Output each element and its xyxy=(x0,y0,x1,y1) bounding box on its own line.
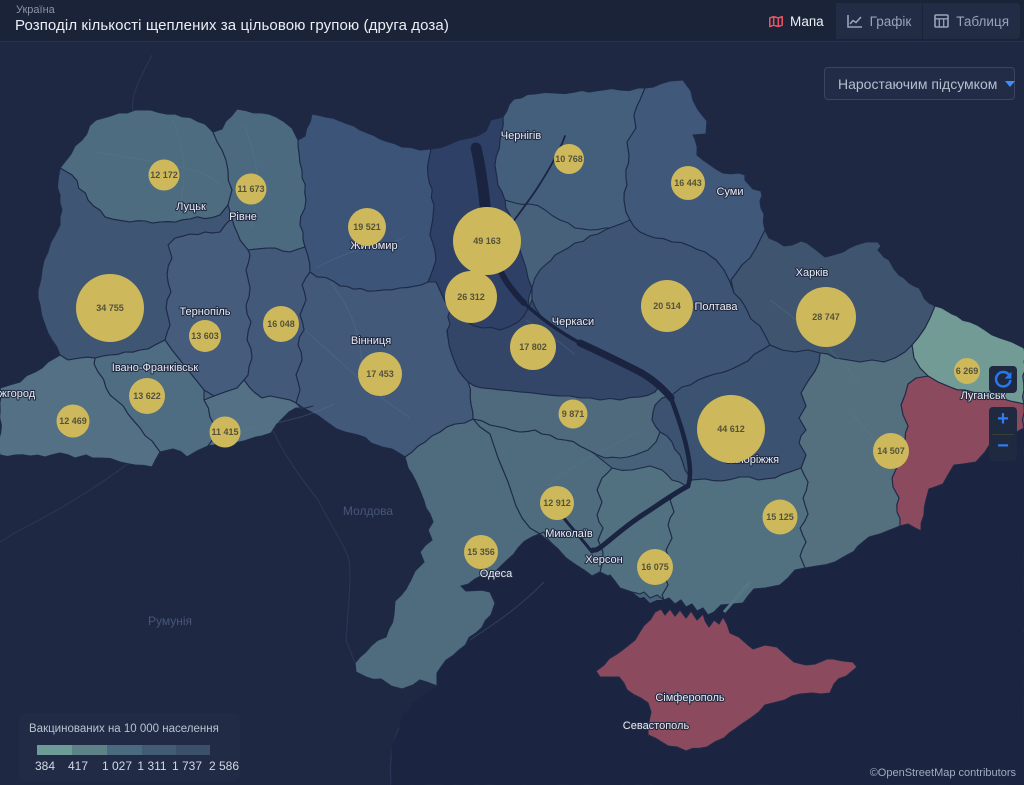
svg-text:11 673: 11 673 xyxy=(237,184,264,194)
svg-text:20 514: 20 514 xyxy=(653,301,681,311)
svg-text:Севастополь: Севастополь xyxy=(623,720,690,732)
svg-text:14 507: 14 507 xyxy=(877,446,905,456)
svg-text:6 269: 6 269 xyxy=(956,366,979,376)
svg-text:12 172: 12 172 xyxy=(150,170,178,180)
svg-text:9 871: 9 871 xyxy=(562,409,585,419)
svg-text:Сімферополь: Сімферополь xyxy=(655,692,725,704)
svg-text:Чернігів: Чернігів xyxy=(501,130,542,142)
svg-text:Луцьк: Луцьк xyxy=(176,201,206,213)
svg-text:12 469: 12 469 xyxy=(59,416,87,426)
svg-text:17 802: 17 802 xyxy=(519,342,547,352)
svg-text:Рівне: Рівне xyxy=(229,211,257,223)
svg-text:Тернопіль: Тернопіль xyxy=(179,306,230,318)
svg-text:Херсон: Херсон xyxy=(585,554,622,566)
svg-text:15 125: 15 125 xyxy=(766,512,794,522)
svg-text:Ужгород: Ужгород xyxy=(0,388,36,400)
svg-text:Черкаси: Черкаси xyxy=(552,316,594,328)
svg-text:10 768: 10 768 xyxy=(555,154,583,164)
svg-text:13 603: 13 603 xyxy=(191,331,219,341)
svg-text:12 912: 12 912 xyxy=(543,498,571,508)
svg-text:16 048: 16 048 xyxy=(267,319,295,329)
svg-text:44 612: 44 612 xyxy=(717,424,745,434)
svg-text:Суми: Суми xyxy=(716,186,743,198)
svg-text:49 163: 49 163 xyxy=(473,236,501,246)
svg-text:16 443: 16 443 xyxy=(674,178,702,188)
svg-text:Румунія: Румунія xyxy=(148,614,192,628)
svg-text:Харків: Харків xyxy=(796,267,829,279)
svg-text:Миколаїв: Миколаїв xyxy=(545,528,593,540)
svg-text:Одеса: Одеса xyxy=(480,568,513,580)
svg-text:19 521: 19 521 xyxy=(353,222,381,232)
svg-text:26 312: 26 312 xyxy=(457,292,485,302)
svg-text:Івано-Франківськ: Івано-Франківськ xyxy=(112,362,199,374)
svg-text:34 755: 34 755 xyxy=(96,303,124,313)
svg-text:17 453: 17 453 xyxy=(366,369,394,379)
svg-text:15 356: 15 356 xyxy=(467,547,495,557)
svg-text:Молдова: Молдова xyxy=(343,504,393,518)
svg-text:11 415: 11 415 xyxy=(211,427,238,437)
svg-text:13 622: 13 622 xyxy=(133,391,161,401)
svg-text:Полтава: Полтава xyxy=(694,301,738,313)
svg-text:Вінниця: Вінниця xyxy=(351,335,391,347)
svg-text:16 075: 16 075 xyxy=(641,562,669,572)
svg-text:28 747: 28 747 xyxy=(812,312,840,322)
